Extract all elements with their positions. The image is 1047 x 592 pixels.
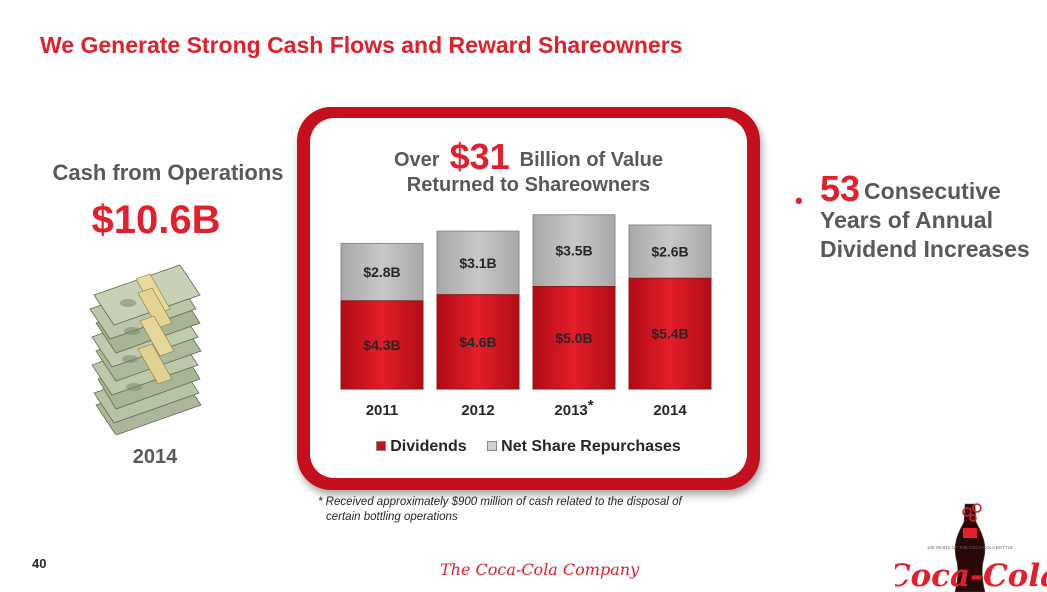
bar-dividends-2014	[628, 277, 712, 390]
chart-header-prefix: Over	[393, 149, 440, 171]
legend-swatch-repurchases	[487, 441, 498, 451]
dividend-increases-number: 53	[820, 168, 861, 209]
bar-dividends-2012	[436, 294, 520, 390]
label-repurchases-2013: $3.5B	[555, 243, 592, 259]
chart-header: Over $31 Billion of Value Returned to Shar…	[310, 136, 747, 197]
bar-dividends-2011	[340, 300, 424, 390]
bubbles-icon	[962, 503, 982, 522]
label-dividends-2012: $4.6B	[459, 334, 496, 350]
cash-from-operations-value: $10.6B	[91, 198, 221, 242]
bottle-icon	[954, 503, 986, 592]
dividend-increases-line1: Consecutive	[864, 178, 1001, 204]
footnote-line2: certain bottling operations	[326, 511, 458, 523]
slide-title: We Generate Strong Cash Flows and Reward…	[40, 32, 683, 58]
bar-repurchases-2013	[532, 214, 616, 287]
chart-legend: Dividends Net Share Repurchases	[310, 438, 747, 456]
legend-swatch-dividends	[376, 441, 387, 451]
bar-repurchases-2011	[340, 242, 424, 302]
coca-cola-bottle-logo: 100 YEARS OF THE COCA-COLA BOTTLE Coca-C…	[895, 503, 1047, 592]
cash-from-operations-year: 2014	[132, 446, 178, 468]
label-dividends-2014: $5.4B	[651, 326, 688, 342]
dividend-increases-line2: Years of Annual	[820, 207, 993, 233]
category-label-2013: 2013*	[554, 397, 593, 419]
category-label-2014: 2014	[653, 402, 687, 419]
label-repurchases-2014: $2.6B	[651, 244, 688, 260]
legend-label-dividends: Dividends	[390, 438, 467, 455]
chart-header-amount: $31	[449, 136, 510, 177]
category-label-2011: 2011	[366, 402, 399, 419]
label-repurchases-2011: $2.8B	[363, 264, 400, 280]
bar-dividends-2013	[532, 286, 616, 390]
money-stack-icon	[89, 264, 202, 435]
footnote: * Received approximately $900 million of…	[318, 495, 738, 525]
chart-header-suffix: Billion of Value	[519, 149, 664, 171]
label-repurchases-2012: $3.1B	[459, 255, 496, 271]
label-dividends-2013: $5.0B	[555, 330, 592, 346]
page-number: 40	[32, 556, 47, 571]
cash-from-operations-label: Cash from Operations	[52, 160, 284, 185]
chart-frame: Over $31 Billion of Value Returned to Shar…	[297, 107, 760, 490]
legend-item-repurchases: Net Share Repurchases	[487, 438, 681, 455]
legend-label-repurchases: Net Share Repurchases	[501, 438, 681, 455]
dividend-increases-bullet: • 53 Consecutive Years of Annual Dividend…	[795, 171, 1045, 264]
label-dividends-2011: $4.3B	[363, 337, 400, 353]
category-label-2012: 2012	[461, 402, 494, 419]
chart-panel: Over $31 Billion of Value Returned to Shar…	[310, 118, 747, 478]
legend-item-dividends: Dividends	[376, 438, 467, 455]
footnote-line1: * Received approximately $900 million of…	[318, 496, 682, 508]
company-logo: The Coca-Cola Company	[440, 560, 640, 579]
coca-cola-wordmark: Coca-Cola	[895, 558, 1047, 592]
bottle-badge-text: 100 YEARS OF THE COCA-COLA BOTTLE	[927, 545, 1013, 550]
chart-header-line2: Returned to Shareowners	[406, 174, 651, 196]
bullet-dot: •	[795, 188, 803, 213]
stacked-bar-chart: $2.8B $4.3B 2011 $3.1B $4.6B 2012 $3.5B $5.0B 20…	[340, 214, 712, 419]
dividend-increases-line3: Dividend Increases	[820, 236, 1030, 262]
